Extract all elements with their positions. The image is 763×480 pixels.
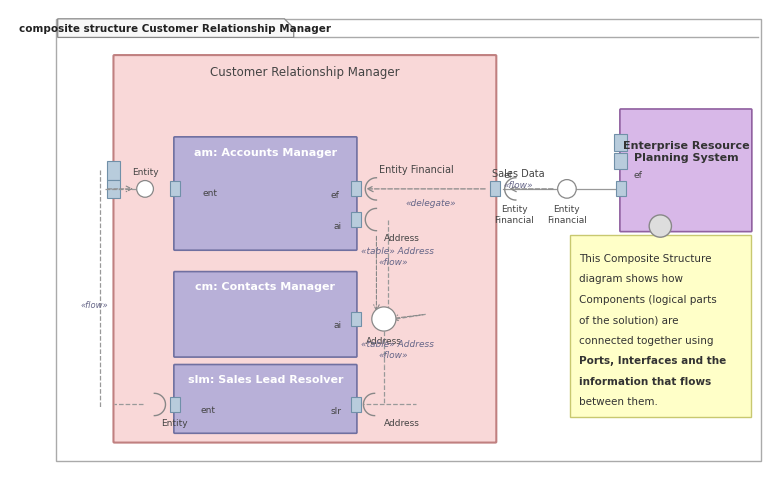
Circle shape [372, 307, 396, 331]
Text: ai: ai [333, 321, 341, 330]
Circle shape [649, 215, 671, 237]
Bar [351, 212, 361, 227]
Bar [570, 235, 751, 417]
FancyBboxPatch shape [174, 364, 357, 433]
Circle shape [558, 180, 576, 198]
Text: Entity: Entity [132, 168, 159, 177]
Text: Entity Financial: Entity Financial [379, 165, 454, 175]
Text: cm: Contacts Manager: cm: Contacts Manager [195, 282, 336, 292]
Text: Address: Address [384, 234, 420, 243]
Polygon shape [58, 19, 294, 37]
Text: ent: ent [203, 189, 217, 198]
Text: «flow»: «flow» [80, 300, 108, 310]
Text: ef: ef [504, 171, 513, 180]
Bar [107, 161, 120, 180]
Text: «table» Address: «table» Address [362, 339, 434, 348]
Text: Entity
Financial: Entity Financial [494, 205, 534, 225]
Text: between them.: between them. [579, 397, 658, 407]
Text: Address: Address [384, 419, 420, 428]
Text: «flow»: «flow» [378, 351, 408, 360]
Text: Sales Data: Sales Data [492, 169, 545, 179]
Text: Address: Address [366, 337, 402, 346]
Text: ai: ai [333, 222, 341, 230]
Text: information that flows: information that flows [579, 377, 711, 386]
Text: Entity
Financial: Entity Financial [547, 205, 587, 225]
Text: Ports, Interfaces and the: Ports, Interfaces and the [579, 356, 726, 366]
Text: slr: slr [330, 408, 341, 417]
Text: «flow»: «flow» [378, 258, 408, 267]
FancyBboxPatch shape [620, 109, 752, 232]
Bar [616, 181, 626, 196]
FancyBboxPatch shape [174, 137, 357, 250]
Text: «flow»: «flow» [504, 180, 533, 190]
Text: Components (logical parts: Components (logical parts [579, 295, 716, 305]
Text: diagram shows how: diagram shows how [579, 275, 683, 284]
Bar [614, 134, 627, 151]
Bar [351, 397, 361, 412]
Circle shape [137, 180, 153, 197]
Text: composite structure Customer Relationship Manager: composite structure Customer Relationshi… [19, 24, 331, 34]
Text: Entity: Entity [162, 419, 188, 428]
Text: slm: Sales Lead Resolver: slm: Sales Lead Resolver [188, 375, 343, 385]
Bar [351, 312, 361, 326]
FancyBboxPatch shape [114, 55, 496, 443]
Text: ent: ent [201, 406, 216, 415]
Bar [169, 397, 180, 412]
Text: am: Accounts Manager: am: Accounts Manager [194, 148, 337, 157]
Text: connected together using: connected together using [579, 336, 713, 346]
Bar [107, 180, 120, 198]
Text: This Composite Structure: This Composite Structure [579, 254, 712, 264]
Text: ef: ef [330, 191, 340, 200]
Text: ef: ef [633, 171, 642, 180]
Bar [491, 181, 501, 196]
Text: of the solution) are: of the solution) are [579, 315, 678, 325]
Text: Enterprise Resource
Planning System: Enterprise Resource Planning System [623, 141, 749, 163]
Text: «table» Address: «table» Address [362, 247, 434, 256]
FancyBboxPatch shape [174, 272, 357, 357]
Bar [169, 181, 180, 196]
Bar [614, 153, 627, 169]
Text: «delegate»: «delegate» [405, 199, 456, 208]
Text: Customer Relationship Manager: Customer Relationship Manager [210, 66, 400, 79]
Bar [351, 181, 361, 196]
